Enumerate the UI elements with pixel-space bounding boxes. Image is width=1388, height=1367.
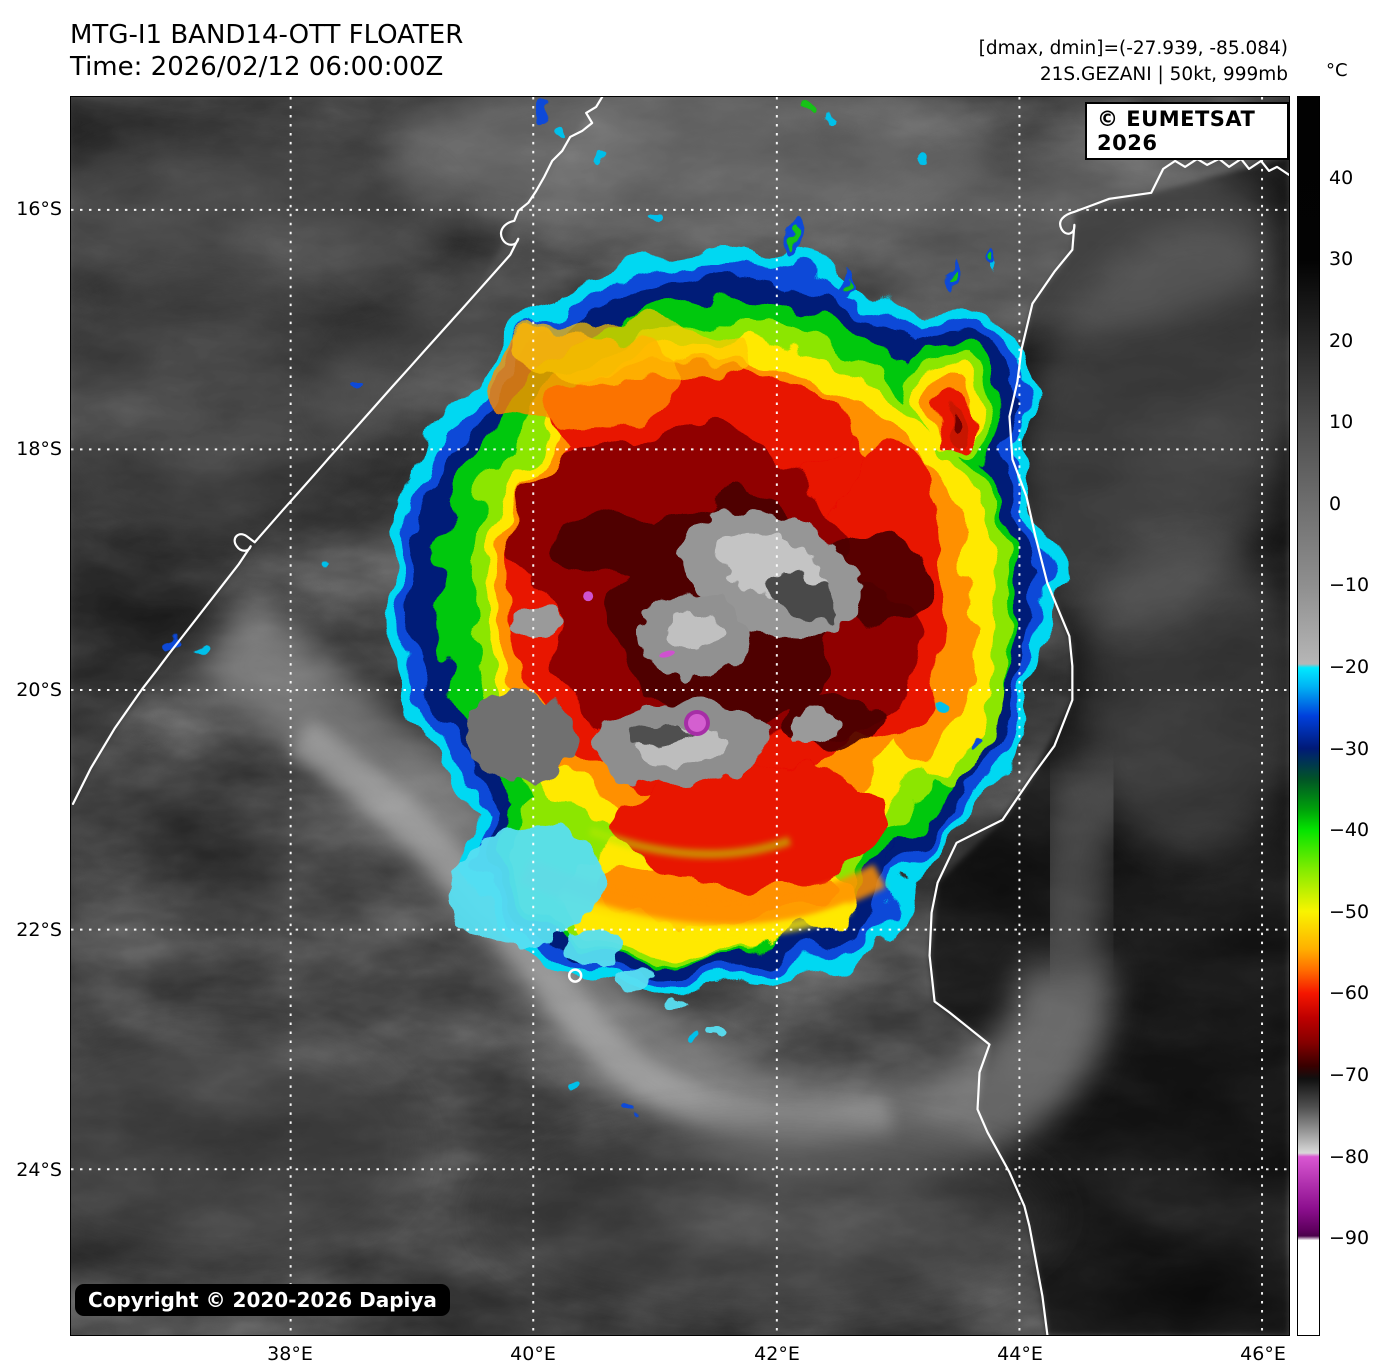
- header-right-block: [dmax, dmin]=(-27.939, -85.084) 21S.GEZA…: [979, 36, 1288, 88]
- lat-tick-label: 24°S: [16, 1159, 62, 1181]
- lon-tick-label: 42°E: [754, 1343, 800, 1365]
- satellite-map: © EUMETSAT 2026 Copyright © 2020-2026 Da…: [70, 96, 1290, 1336]
- satellite-image: [71, 97, 1289, 1335]
- lon-tick-label: 46°E: [1240, 1343, 1286, 1365]
- coastline-madagascar: [928, 157, 1289, 1335]
- lat-tick-label: 20°S: [16, 679, 62, 701]
- convective-specks: [158, 98, 997, 1112]
- colorbar-unit-label: °C: [1326, 60, 1348, 81]
- lon-tick-label: 44°E: [997, 1343, 1043, 1365]
- colorbar-tick-label: −40: [1329, 819, 1370, 841]
- colorbar-tick-label: −10: [1329, 574, 1370, 596]
- colorbar-tick-label: 40: [1329, 167, 1354, 189]
- sw-cyan-patch: [448, 826, 726, 1036]
- magenta-overshoot-dots: [583, 591, 710, 736]
- colorbar-tick-label: 20: [1329, 330, 1354, 352]
- ne-eddy-core: [942, 413, 957, 428]
- copyright-badge: Copyright © 2020-2026 Dapiya: [75, 1284, 450, 1316]
- colorbar-tick-label: 30: [1329, 248, 1354, 270]
- colorbar-tick-label: −60: [1329, 982, 1370, 1004]
- colorbar-tick-label: −70: [1329, 1064, 1370, 1086]
- gray-cloud-bands: [71, 97, 1289, 1316]
- lat-tick-label: 22°S: [16, 919, 62, 941]
- temperature-colorbar: [1297, 96, 1320, 1336]
- small-ring-marker: [567, 968, 583, 983]
- colorbar-tick-label: −20: [1329, 656, 1370, 678]
- colorbar-tick-label: −50: [1329, 901, 1370, 923]
- lon-tick-label: 40°E: [510, 1343, 556, 1365]
- dmax-dmin-readout: [dmax, dmin]=(-27.939, -85.084): [978, 38, 1288, 59]
- lat-tick-label: 16°S: [16, 198, 62, 220]
- coastline-africa: [71, 97, 604, 805]
- core-gray-patches: [464, 510, 862, 787]
- colorbar-tick-label: 10: [1329, 411, 1354, 433]
- provider-badge: © EUMETSAT 2026: [1085, 102, 1289, 160]
- inner-orange-swirl: [480, 319, 745, 430]
- lat-tick-label: 18°S: [16, 438, 62, 460]
- page-title: MTG-I1 BAND14-OTT FLOATER: [70, 20, 464, 50]
- timestamp: Time: 2026/02/12 06:00:00Z: [70, 52, 444, 82]
- colorbar-tick-label: −80: [1329, 1146, 1370, 1168]
- lon-tick-label: 38°E: [267, 1343, 313, 1365]
- colorbar-tick-label: −30: [1329, 738, 1370, 760]
- storm-id-readout: 21S.GEZANI | 50kt, 999mb: [1039, 64, 1288, 85]
- colorbar-tick-label: −90: [1329, 1227, 1370, 1249]
- colorbar-tick-label: 0: [1329, 493, 1342, 515]
